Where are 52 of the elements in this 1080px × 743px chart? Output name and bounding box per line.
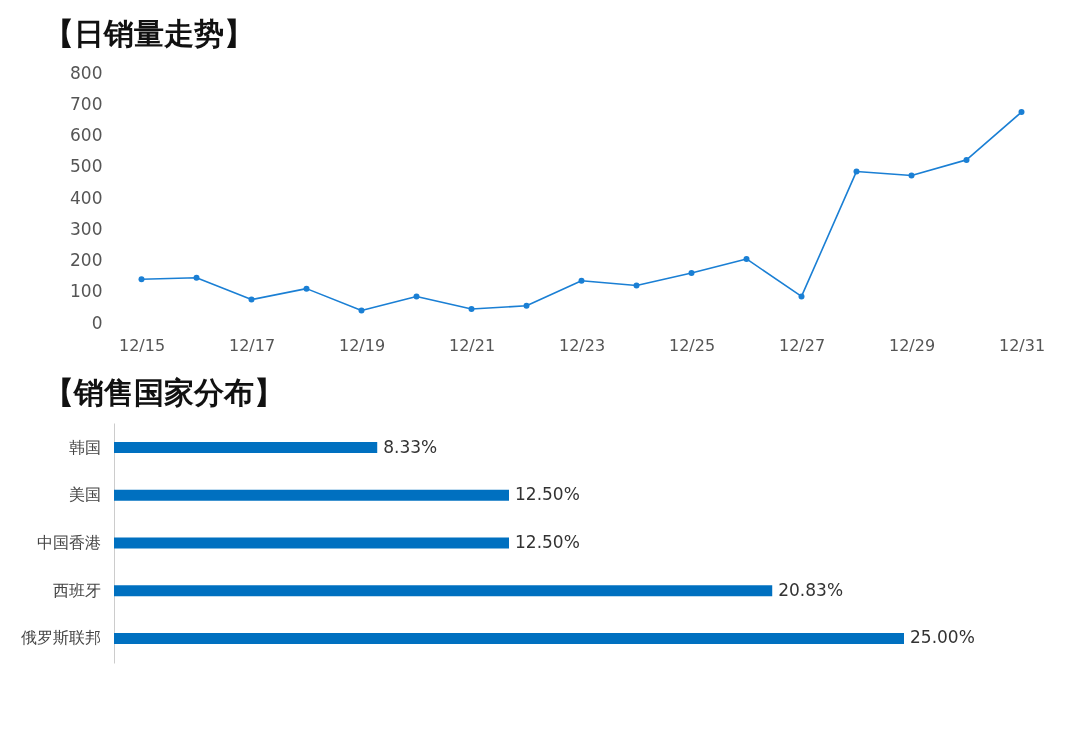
y-tick-label: 100 xyxy=(70,281,103,302)
data-label: 12.50% xyxy=(515,484,580,505)
point xyxy=(303,285,310,292)
point xyxy=(523,302,530,309)
x-tick-label: 12/31 xyxy=(998,335,1046,355)
point xyxy=(193,274,200,281)
x-tick-label: 12/25 xyxy=(668,335,716,355)
x-tick-label: 12/23 xyxy=(558,335,606,355)
point xyxy=(908,172,915,179)
bar xyxy=(114,632,904,644)
x-tick-label: 12/17 xyxy=(228,335,276,355)
point xyxy=(963,156,970,163)
y-tick-label: 俄罗斯联邦 xyxy=(20,628,101,648)
data-label: 20.83% xyxy=(778,579,844,600)
y-tick-label: 西班牙 xyxy=(52,580,101,600)
point xyxy=(853,168,860,175)
y-tick-label: 300 xyxy=(70,218,103,239)
point xyxy=(413,293,420,300)
point xyxy=(138,276,145,283)
y-tick-label: 800 xyxy=(70,62,103,83)
y-tick-label: 中国香港 xyxy=(36,533,101,552)
x-tick-label: 12/27 xyxy=(778,335,826,355)
data-label: 12.50% xyxy=(515,532,580,552)
point xyxy=(468,305,475,312)
chart-title: 【销售国家分布】 xyxy=(44,375,284,410)
y-tick-label: 600 xyxy=(70,125,103,145)
point xyxy=(1018,109,1025,116)
point xyxy=(358,307,365,314)
y-tick-label: 200 xyxy=(70,250,103,270)
y-tick-label: 700 xyxy=(70,93,103,114)
bar xyxy=(114,537,509,549)
data-label: 8.33% xyxy=(383,436,438,457)
chart-title: 【日销量走势】 xyxy=(44,16,254,51)
x-tick-label: 12/15 xyxy=(118,335,166,355)
point xyxy=(633,282,640,289)
y-tick-label: 韩国 xyxy=(68,437,101,457)
bar xyxy=(114,489,509,501)
y-tick-label: 0 xyxy=(91,312,103,333)
point xyxy=(798,293,805,300)
point xyxy=(248,296,255,303)
x-tick-label: 12/19 xyxy=(338,335,386,355)
bar xyxy=(114,442,378,454)
point xyxy=(578,277,585,284)
y-tick-label: 500 xyxy=(70,156,103,177)
x-tick-label: 12/21 xyxy=(448,335,496,355)
y-tick-label: 400 xyxy=(70,187,103,208)
bar xyxy=(114,585,773,597)
y-tick-label: 美国 xyxy=(68,485,101,505)
data-label: 25.00% xyxy=(910,627,975,648)
x-tick-label: 12/29 xyxy=(888,335,936,355)
point xyxy=(688,270,695,276)
point xyxy=(743,255,750,262)
